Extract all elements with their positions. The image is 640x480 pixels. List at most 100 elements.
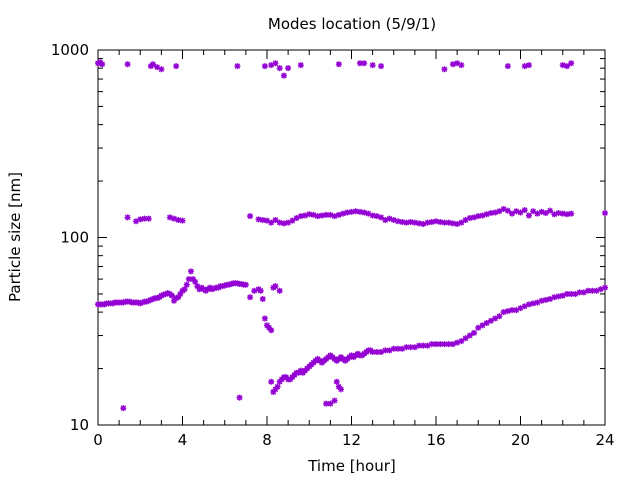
data-point xyxy=(542,210,549,217)
data-point xyxy=(171,297,178,304)
data-point xyxy=(517,305,524,312)
data-point xyxy=(437,218,444,225)
data-point xyxy=(534,210,541,217)
data-point xyxy=(126,298,133,305)
data-markers xyxy=(95,59,608,412)
data-point xyxy=(373,213,380,220)
data-point xyxy=(120,405,127,412)
data-point xyxy=(314,213,321,220)
data-point xyxy=(513,208,520,215)
major-ticks xyxy=(97,49,606,426)
data-point xyxy=(563,211,570,218)
data-point xyxy=(344,209,351,216)
data-point xyxy=(302,212,309,219)
x-tick-label: 4 xyxy=(178,431,188,449)
data-point xyxy=(259,216,266,223)
data-point xyxy=(335,383,342,390)
data-point xyxy=(181,286,188,293)
data-point xyxy=(449,61,456,68)
data-point xyxy=(479,322,486,329)
data-point xyxy=(149,61,156,68)
data-point xyxy=(517,209,524,216)
data-point xyxy=(109,300,116,307)
data-point xyxy=(101,301,108,308)
data-point xyxy=(272,216,279,223)
data-point xyxy=(139,299,146,306)
data-point xyxy=(399,218,406,225)
data-point xyxy=(420,221,427,228)
data-point xyxy=(280,220,287,227)
x-tick-label: 12 xyxy=(342,431,361,449)
y-tick-label: 1000 xyxy=(51,41,89,59)
data-point xyxy=(179,217,186,224)
data-point xyxy=(454,60,461,67)
data-point xyxy=(509,307,516,314)
data-point xyxy=(399,345,406,352)
data-point xyxy=(124,61,131,68)
data-point xyxy=(454,339,461,346)
data-point xyxy=(268,327,275,334)
data-point xyxy=(534,299,541,306)
data-point xyxy=(420,342,427,349)
plot-frame xyxy=(97,49,606,426)
data-point xyxy=(221,282,228,289)
data-point xyxy=(137,216,144,223)
data-point xyxy=(154,64,161,71)
data-point xyxy=(337,386,344,393)
data-point xyxy=(323,400,330,407)
data-point xyxy=(475,324,482,331)
data-point xyxy=(411,219,418,226)
data-point xyxy=(466,215,473,222)
data-point xyxy=(521,303,528,310)
data-point xyxy=(403,219,410,226)
data-point xyxy=(356,60,363,67)
chart-title: Modes location (5/9/1) xyxy=(268,15,436,33)
data-point xyxy=(259,295,266,302)
data-point xyxy=(513,307,520,314)
data-point xyxy=(382,216,389,223)
data-point xyxy=(563,290,570,297)
data-point xyxy=(504,207,511,214)
data-point xyxy=(602,284,608,291)
data-point xyxy=(268,62,275,69)
data-point xyxy=(192,278,199,285)
data-point xyxy=(597,286,604,293)
y-axis-label: Particle size [nm] xyxy=(6,172,24,302)
data-point xyxy=(238,280,245,287)
data-point xyxy=(280,72,287,79)
data-point xyxy=(378,63,385,70)
data-point xyxy=(496,313,503,320)
data-point xyxy=(335,211,342,218)
data-point xyxy=(496,208,503,215)
data-point xyxy=(466,332,473,339)
data-point xyxy=(378,349,385,356)
data-point xyxy=(166,214,173,221)
data-point xyxy=(525,212,532,219)
data-point xyxy=(458,338,465,345)
data-point xyxy=(559,62,566,69)
data-point xyxy=(234,63,241,70)
data-point xyxy=(255,216,262,223)
data-point xyxy=(445,219,452,226)
data-point xyxy=(390,345,397,352)
minor-ticks xyxy=(98,50,605,425)
data-point xyxy=(194,283,201,290)
data-point xyxy=(538,297,545,304)
data-point xyxy=(145,215,152,222)
data-point xyxy=(268,219,275,226)
data-point xyxy=(264,217,270,224)
data-point xyxy=(428,341,435,348)
data-point xyxy=(458,62,465,69)
data-point xyxy=(378,214,385,221)
data-point xyxy=(382,347,389,354)
data-point xyxy=(500,309,507,316)
data-point xyxy=(568,210,575,217)
data-point xyxy=(403,344,410,351)
data-point xyxy=(572,290,579,297)
data-point xyxy=(441,66,448,73)
data-point xyxy=(257,287,264,294)
data-point xyxy=(261,315,268,322)
data-point xyxy=(168,292,175,299)
y-tick-label: 10 xyxy=(70,416,89,434)
